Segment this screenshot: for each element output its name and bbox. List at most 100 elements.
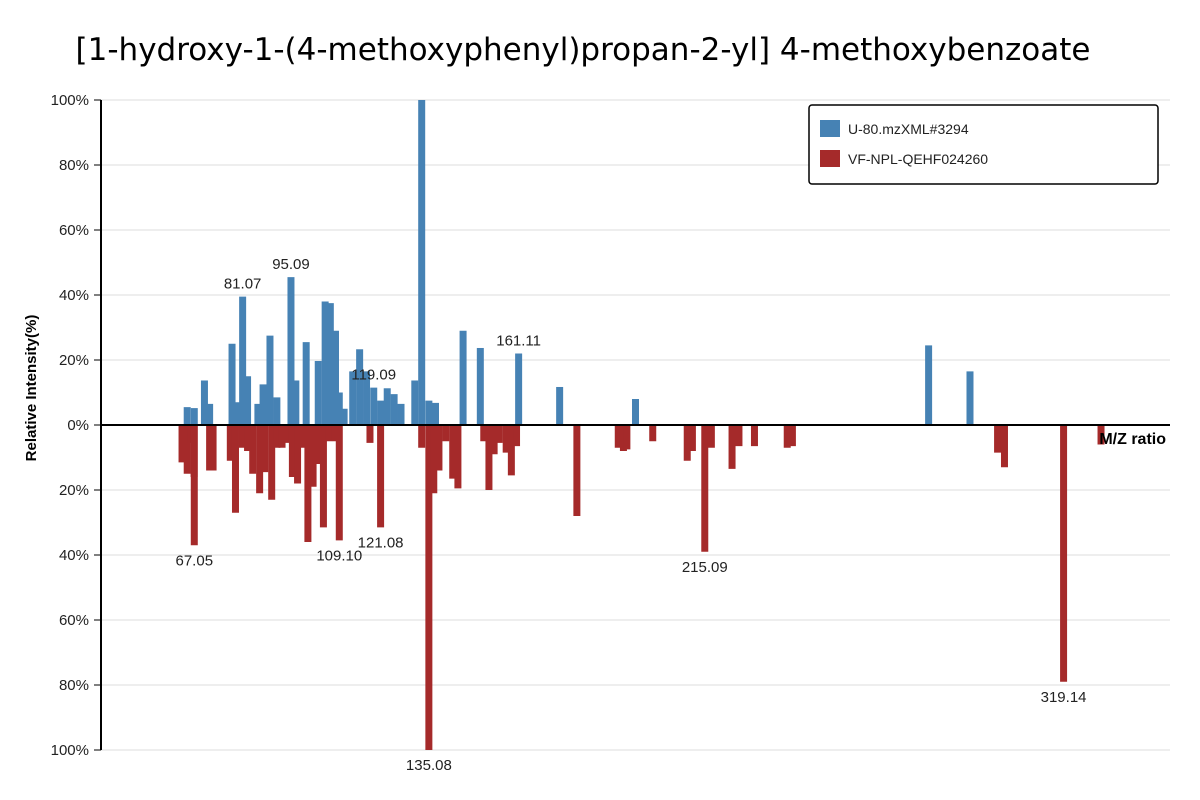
bar-reference (707, 425, 715, 448)
chart-title: [1-hydroxy-1-(4-methoxyphenyl)propan-2-y… (76, 32, 1091, 68)
bar-query (411, 380, 419, 425)
bar-reference (507, 425, 515, 476)
bar-reference (1000, 425, 1008, 468)
bar-reference (190, 425, 198, 546)
bar-reference (1060, 425, 1068, 682)
bar-reference (226, 425, 234, 461)
bar-reference (331, 425, 339, 442)
bar-reference (573, 425, 581, 516)
bar-reference (1097, 425, 1105, 445)
bar-reference (750, 425, 758, 447)
bar-reference (430, 425, 438, 494)
bar-reference (238, 425, 246, 448)
bar-query (370, 387, 378, 426)
y-tick-label: 40% (59, 547, 89, 564)
bar-reference (728, 425, 736, 469)
bar-reference (294, 425, 302, 484)
bar-reference (485, 425, 493, 490)
bar-reference (683, 425, 691, 461)
bar-reference (178, 425, 186, 463)
legend-box (808, 104, 1159, 185)
bar-query (377, 400, 385, 426)
bar-query (200, 380, 208, 425)
bar-query (925, 345, 933, 426)
bar-reference (209, 425, 217, 471)
y-tick-label: 20% (59, 352, 89, 369)
y-tick-label: 100% (51, 92, 89, 109)
peak-label: 95.09 (272, 256, 310, 273)
legend-swatch-query (820, 120, 840, 137)
x-axis-label: M/Z ratio (1099, 431, 1166, 448)
bar-query (183, 407, 191, 426)
y-tick-label: 100% (51, 742, 89, 759)
bar-query (321, 301, 329, 425)
bar-reference (283, 425, 291, 443)
bar-query (233, 402, 241, 425)
bar-query (418, 100, 426, 425)
y-tick-label: 40% (59, 287, 89, 304)
bar-reference (502, 425, 510, 453)
bar-query (314, 360, 322, 425)
bar-reference (495, 425, 503, 443)
y-tick-label: 0% (67, 417, 89, 434)
bar-query (397, 403, 405, 426)
peak-label: 119.09 (351, 367, 396, 384)
peak-label: 161.11 (496, 333, 541, 350)
bar-reference (377, 425, 385, 528)
gridlines (101, 99, 1170, 751)
bar-query (292, 380, 300, 425)
bar-query (515, 353, 523, 425)
legend: U-80.mzXML#3294 VF-NPL-QEHF024260 (808, 104, 1159, 185)
bars (178, 100, 1105, 750)
bar-reference (688, 425, 696, 451)
bar-reference (304, 425, 312, 542)
bar-reference (454, 425, 462, 489)
bar-reference (299, 425, 307, 448)
bar-reference (623, 425, 631, 450)
bar-reference (788, 425, 796, 447)
bar-query (966, 371, 974, 426)
bar-reference (314, 425, 322, 464)
y-axis-ticks: 100% 80% 60% 40% 20% 0% 20% 40% 60% 80% 100% (51, 92, 101, 759)
peak-label: 67.05 (176, 552, 214, 569)
y-tick-label: 60% (59, 612, 89, 629)
bar-reference (278, 425, 286, 448)
peak-label: 135.08 (406, 757, 452, 774)
bar-query (335, 392, 343, 425)
peak-label: 109.10 (316, 547, 362, 564)
bar-query (206, 403, 214, 426)
bar-query (425, 400, 433, 426)
bar-query (190, 408, 198, 425)
bar-query (632, 399, 639, 425)
bar-query (302, 342, 310, 426)
bar-query (326, 303, 334, 426)
bar-reference (735, 425, 743, 447)
bar-query (349, 371, 357, 426)
legend-entry-query: U-80.mzXML#3294 (848, 121, 969, 137)
bar-reference (309, 425, 317, 487)
bar-reference (325, 425, 333, 442)
peak-label: 319.14 (1041, 689, 1087, 706)
bar-query (363, 371, 371, 426)
peak-label: 121.08 (358, 534, 404, 551)
bar-reference (268, 425, 276, 500)
bar-query (254, 403, 262, 426)
bar-reference (480, 425, 488, 442)
bar-query (259, 384, 267, 426)
bar-query (244, 376, 252, 425)
bar-reference (249, 425, 257, 474)
bar-reference (273, 425, 281, 448)
bar-reference (366, 425, 374, 443)
bar-query (431, 402, 439, 425)
bar-query (556, 386, 564, 425)
bar-query (287, 277, 295, 426)
bar-query (228, 343, 236, 425)
bar-reference (319, 425, 327, 528)
bar-reference (418, 425, 426, 448)
bar-query (266, 335, 274, 426)
bar-query (239, 296, 247, 426)
y-tick-label: 20% (59, 482, 89, 499)
bar-reference (513, 425, 521, 447)
